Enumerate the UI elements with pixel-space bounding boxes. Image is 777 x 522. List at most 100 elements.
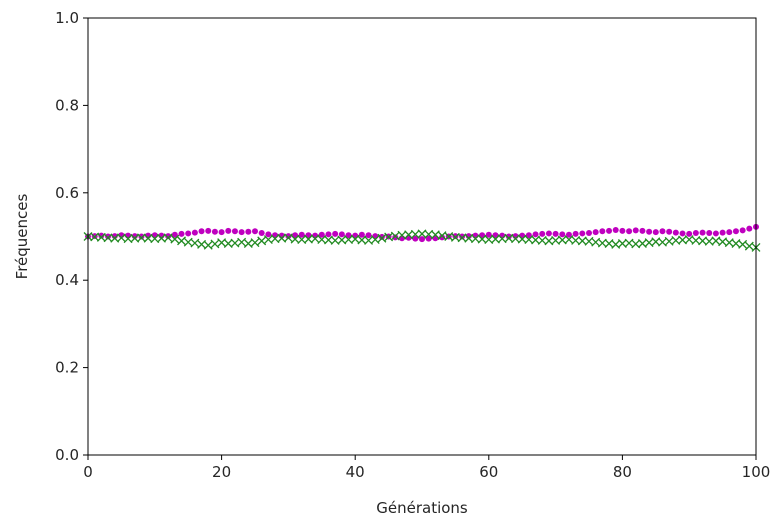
data-point	[198, 228, 205, 235]
data-point	[325, 231, 332, 238]
y-tick-label: 0.4	[55, 271, 79, 289]
data-point	[525, 232, 532, 239]
data-point	[606, 227, 613, 234]
data-point	[425, 235, 432, 242]
data-point	[292, 232, 299, 239]
data-point	[732, 228, 739, 235]
y-tick-label: 0.8	[55, 96, 79, 114]
data-point	[552, 230, 559, 237]
data-point	[505, 233, 512, 240]
data-point	[612, 226, 619, 233]
data-point	[479, 232, 486, 239]
y-tick-label: 1.0	[55, 9, 79, 27]
data-point	[652, 229, 659, 236]
data-point	[706, 230, 713, 237]
data-point	[231, 228, 238, 235]
data-point	[659, 228, 666, 235]
x-axis-title: Générations	[376, 499, 468, 517]
data-point	[171, 231, 178, 238]
data-point	[712, 230, 719, 237]
data-point	[619, 227, 626, 234]
data-point	[472, 232, 479, 239]
data-point	[599, 228, 606, 235]
y-tick-label: 0.0	[55, 446, 79, 464]
data-point	[719, 229, 726, 236]
x-tick-label: 40	[346, 463, 365, 481]
data-point	[439, 234, 446, 241]
data-point	[125, 232, 132, 239]
data-point	[252, 228, 258, 235]
data-point	[626, 228, 633, 235]
y-axis-title: Fréquences	[13, 193, 31, 279]
data-point	[672, 229, 679, 236]
data-point	[191, 229, 198, 236]
data-point	[492, 232, 499, 239]
data-point	[739, 227, 746, 234]
data-point	[746, 225, 753, 232]
data-point	[312, 232, 319, 239]
x-tick-label: 100	[742, 463, 771, 481]
x-tick-label: 0	[83, 463, 93, 481]
data-point	[165, 233, 172, 240]
data-point	[485, 231, 492, 238]
data-point	[178, 230, 185, 237]
data-point	[392, 234, 399, 241]
data-point	[586, 230, 592, 237]
data-point	[250, 238, 260, 248]
plot-frame	[87, 17, 757, 456]
data-point	[285, 233, 292, 240]
data-point	[332, 230, 339, 237]
data-point	[666, 228, 673, 235]
data-point	[338, 231, 345, 238]
data-point	[98, 232, 105, 239]
data-point	[452, 233, 459, 240]
data-point	[305, 232, 312, 239]
data-point	[205, 227, 212, 234]
data-point	[185, 230, 192, 237]
series-0	[85, 223, 759, 243]
y-tick-label: 0.6	[55, 184, 79, 202]
data-point	[459, 233, 466, 240]
data-point	[398, 235, 405, 242]
data-point	[318, 231, 325, 238]
data-point	[378, 233, 385, 240]
data-point	[365, 232, 372, 239]
data-point	[646, 228, 653, 235]
data-point	[565, 231, 572, 238]
series-1	[83, 229, 761, 252]
data-point	[258, 230, 265, 237]
data-point	[579, 230, 586, 237]
data-point	[225, 227, 232, 234]
data-point	[726, 229, 733, 236]
data-point	[170, 234, 180, 244]
data-point	[211, 228, 218, 235]
data-point	[105, 233, 112, 240]
data-point	[686, 230, 693, 237]
data-point	[539, 230, 546, 237]
data-point	[238, 229, 245, 236]
data-point	[692, 230, 699, 237]
data-point	[559, 231, 566, 238]
data-point	[245, 228, 252, 235]
data-point	[639, 227, 646, 234]
data-point	[358, 231, 365, 238]
data-point	[499, 232, 506, 239]
x-tick-label: 20	[212, 463, 231, 481]
data-point	[699, 229, 706, 236]
data-point	[592, 229, 599, 236]
data-point	[738, 239, 748, 249]
data-point	[298, 231, 305, 238]
data-point	[138, 233, 145, 240]
data-point	[265, 231, 272, 238]
y-tick-label: 0.2	[55, 359, 79, 377]
data-point	[345, 232, 352, 239]
ticks-layer: 0 20 40 60 80 100 0.0 0.2 0.4 0.6 0.8 1.0	[55, 9, 770, 481]
data-point	[632, 227, 639, 234]
data-point	[572, 230, 579, 237]
x-tick-label: 80	[613, 463, 632, 481]
data-point	[679, 230, 686, 237]
series-layer	[83, 223, 761, 252]
data-point	[532, 231, 539, 238]
data-point	[412, 235, 419, 242]
